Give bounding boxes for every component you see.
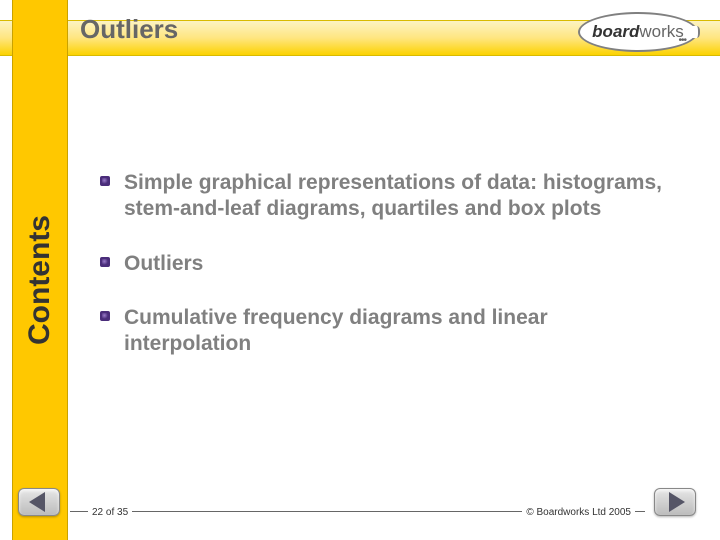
logo: boardworks ••• [578,12,698,52]
list-item[interactable]: Cumulative frequency diagrams and linear… [100,305,680,358]
item-text: Outliers [124,251,203,277]
arrow-back-icon [18,488,60,516]
copyright: © Boardworks Ltd 2005 [522,507,635,518]
list-item[interactable]: Outliers [100,251,680,277]
page-title: Outliers [80,14,178,45]
bullet-icon [100,257,110,267]
list-item[interactable]: Simple graphical representations of data… [100,170,680,223]
slide-container: Outliers boardworks ••• Contents Simple … [0,0,720,540]
logo-text: boardworks [592,22,684,42]
sidebar: Contents [12,0,68,540]
content-list: Simple graphical representations of data… [100,170,680,385]
logo-part2: works [639,22,683,41]
bullet-icon [100,311,110,321]
page-indicator: 22 of 35 [88,507,132,518]
nav-forward-button[interactable] [650,484,700,522]
arrow-forward-icon [654,488,696,516]
logo-notch [692,26,700,38]
sidebar-label: Contents [23,215,57,345]
bullet-icon [100,176,110,186]
logo-dots: ••• [678,35,686,46]
logo-oval: boardworks ••• [578,12,698,52]
logo-part1: board [592,22,639,41]
item-text: Simple graphical representations of data… [124,170,680,223]
nav-back-button[interactable] [14,484,64,522]
item-text: Cumulative frequency diagrams and linear… [124,305,680,358]
